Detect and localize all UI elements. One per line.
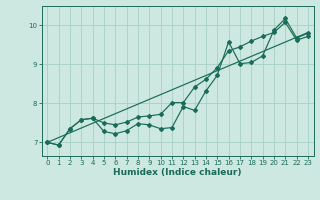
X-axis label: Humidex (Indice chaleur): Humidex (Indice chaleur) — [113, 168, 242, 177]
